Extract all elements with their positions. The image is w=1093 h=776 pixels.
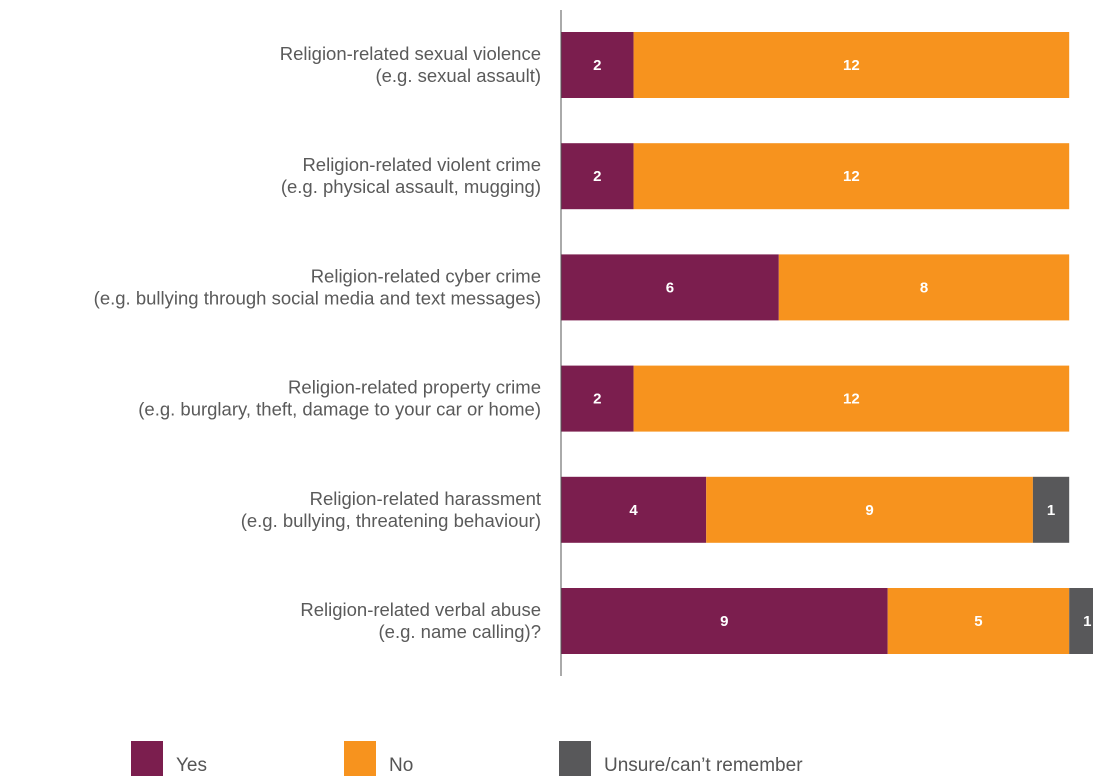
bar-segment-no bbox=[633, 143, 1070, 210]
bar-segment-yes bbox=[561, 254, 779, 321]
data-label: 5 bbox=[974, 613, 982, 630]
bars: 2 12 2 12 6 8 2 12 4 9 1 9 5 1 bbox=[561, 32, 1093, 654]
bar-segment-yes bbox=[561, 476, 707, 543]
category-label-line: Religion-related cyber crime bbox=[311, 265, 541, 286]
bar-segment-yes bbox=[561, 365, 634, 432]
data-label: 2 bbox=[593, 57, 601, 74]
category-label-line: (e.g. name calling)? bbox=[379, 621, 541, 642]
data-label: 9 bbox=[865, 502, 873, 519]
category-label-line: Religion-related harassment bbox=[310, 488, 541, 509]
bar-segment-no bbox=[633, 365, 1070, 432]
legend-swatch bbox=[344, 741, 376, 776]
bar-segment-unsure-can-t-remember bbox=[1032, 476, 1070, 543]
legend-swatch bbox=[131, 741, 163, 776]
category-label: Religion-related verbal abuse (e.g. name … bbox=[300, 599, 541, 642]
category-label-line: Religion-related sexual violence bbox=[280, 43, 541, 64]
bar-segment-yes bbox=[561, 588, 888, 654]
category-label-line: Religion-related property crime bbox=[288, 377, 541, 398]
data-label: 12 bbox=[843, 57, 860, 74]
legend-swatch bbox=[559, 741, 591, 776]
category-label: Religion-related harassment (e.g. bullyin… bbox=[241, 488, 541, 531]
legend-label: Yes bbox=[176, 755, 207, 776]
category-label-line: (e.g. sexual assault) bbox=[375, 65, 541, 86]
bar-segment-unsure-can-t-remember bbox=[1069, 588, 1093, 654]
category-label: Religion-related property crime (e.g. bur… bbox=[138, 377, 541, 420]
category-label-line: (e.g. burglary, theft, damage to your ca… bbox=[138, 399, 541, 420]
data-label: 2 bbox=[593, 391, 601, 408]
category-label-line: (e.g. bullying, threatening behaviour) bbox=[241, 510, 541, 531]
category-label: Religion-related cyber crime (e.g. bullyi… bbox=[94, 265, 541, 308]
data-label: 9 bbox=[720, 613, 728, 630]
data-label: 1 bbox=[1047, 502, 1055, 519]
data-label: 1 bbox=[1083, 613, 1091, 630]
data-label: 2 bbox=[593, 168, 601, 185]
data-label: 6 bbox=[666, 279, 674, 296]
legend-label: No bbox=[389, 755, 413, 776]
data-label: 12 bbox=[843, 168, 860, 185]
category-label: Religion-related violent crime (e.g. phys… bbox=[281, 154, 541, 197]
category-label-line: (e.g. bullying through social media and … bbox=[94, 287, 541, 308]
category-label: Religion-related sexual violence (e.g. se… bbox=[280, 43, 541, 86]
bar-segment-yes bbox=[561, 32, 634, 98]
data-label: 12 bbox=[843, 391, 860, 408]
data-label: 8 bbox=[920, 279, 928, 296]
bar-segment-yes bbox=[561, 143, 634, 210]
category-label-line: Religion-related violent crime bbox=[302, 154, 541, 175]
data-label: 4 bbox=[629, 502, 638, 519]
category-label-line: Religion-related verbal abuse bbox=[300, 599, 541, 620]
category-labels: Religion-related sexual violence (e.g. se… bbox=[94, 43, 541, 642]
bar-segment-no bbox=[633, 32, 1070, 98]
bar-segment-no bbox=[887, 588, 1070, 654]
legend-label: Unsure/can’t remember bbox=[604, 755, 803, 776]
legend: Yes No Unsure/can’t remember bbox=[131, 741, 803, 776]
bar-segment-no bbox=[706, 476, 1033, 543]
bar-segment-no bbox=[778, 254, 1070, 321]
category-label-line: (e.g. physical assault, mugging) bbox=[281, 176, 541, 197]
